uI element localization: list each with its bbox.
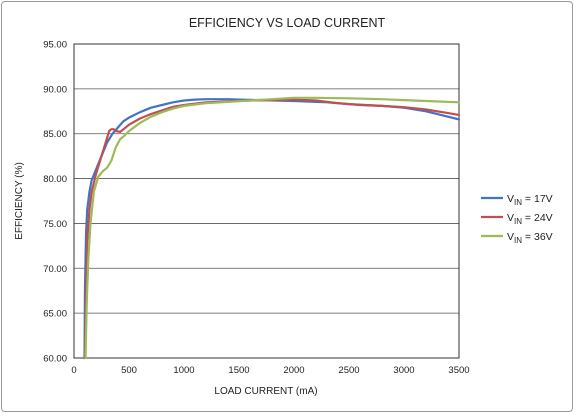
- legend: VIN = 17V VIN = 24V VIN = 36V: [481, 193, 553, 245]
- y-tick-label: 85.00: [43, 129, 67, 140]
- x-tick-label: 1500: [228, 365, 249, 376]
- y-tick-label: 70.00: [43, 264, 67, 275]
- y-axis-label: EFFICIENCY (%): [14, 162, 25, 240]
- series-line-2: [83, 98, 461, 360]
- grid: [74, 88, 459, 314]
- y-tick-labels: 60.00 65.00 70.00 75.00 80.00 85.00 90.00 95.00: [43, 40, 67, 365]
- y-tick-label: 75.00: [43, 219, 67, 230]
- y-tick-label: 80.00: [43, 174, 67, 185]
- series-lines: [83, 96, 461, 360]
- x-tick-label: 0: [71, 365, 76, 376]
- series-line-3: [84, 96, 461, 360]
- series-line-1: [83, 98, 461, 360]
- x-axis-label: LOAD CURRENT (mA): [214, 386, 317, 397]
- y-tick-label: 65.00: [43, 309, 67, 320]
- legend-entry-3: VIN = 36V: [507, 231, 553, 245]
- x-tick-label: 2000: [283, 365, 304, 376]
- x-tick-label: 3500: [448, 365, 469, 376]
- y-tick-label: 95.00: [43, 40, 67, 51]
- y-tick-label: 60.00: [43, 354, 67, 365]
- plot-area: [73, 43, 460, 359]
- x-tick-label: 2500: [338, 365, 359, 376]
- legend-entry-2: VIN = 24V: [507, 212, 553, 226]
- y-tick-label: 90.00: [43, 84, 67, 95]
- legend-entry-1: VIN = 17V: [507, 193, 553, 207]
- chart-title: EFFICIENCY VS LOAD CURRENT: [189, 16, 386, 30]
- x-tick-label: 500: [121, 365, 137, 376]
- x-tick-labels: 0 500 1000 1500 2000 2500 3000 3500: [71, 365, 469, 376]
- x-tick-label: 3000: [393, 365, 414, 376]
- x-tick-label: 1000: [173, 365, 194, 376]
